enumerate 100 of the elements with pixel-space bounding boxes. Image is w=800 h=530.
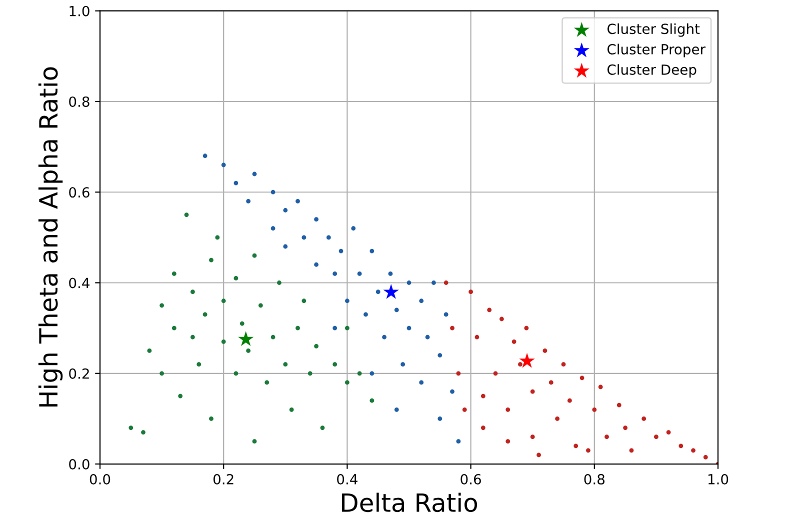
- point: [221, 298, 226, 304]
- point: [314, 344, 318, 348]
- point: [432, 280, 436, 285]
- point: [308, 371, 312, 376]
- point: [567, 398, 572, 403]
- point: [438, 416, 442, 421]
- point: [468, 290, 473, 294]
- point: [320, 426, 325, 430]
- point: [642, 416, 646, 421]
- point: [209, 258, 214, 262]
- point: [172, 326, 176, 330]
- point: [474, 334, 480, 340]
- point: [370, 371, 374, 376]
- point: [506, 439, 510, 444]
- point: [345, 380, 350, 385]
- point: [592, 407, 597, 412]
- x-axis-title: Delta Ratio: [342, 492, 478, 512]
- x-tick-label: 0.0: [90, 474, 110, 484]
- point: [270, 226, 276, 231]
- point: [246, 348, 251, 353]
- point: [234, 276, 238, 280]
- point: [196, 362, 202, 367]
- point: [506, 407, 510, 412]
- point: [629, 448, 634, 453]
- y-tick-label: 0.0: [69, 458, 90, 470]
- point: [512, 339, 516, 344]
- point: [654, 434, 658, 440]
- point: [394, 407, 399, 412]
- point: [270, 334, 276, 340]
- point: [530, 389, 535, 394]
- point: [264, 380, 270, 385]
- y-tick-label: 0.8: [69, 96, 90, 107]
- point: [296, 326, 300, 330]
- point: [574, 444, 578, 448]
- point: [234, 371, 238, 376]
- point: [400, 362, 406, 367]
- point: [345, 298, 350, 304]
- point: [252, 439, 257, 444]
- point: [314, 217, 318, 222]
- point: [703, 455, 708, 460]
- x-tick-label: 1.0: [708, 474, 728, 484]
- point: [462, 407, 467, 412]
- point: [406, 326, 412, 330]
- point: [252, 172, 257, 176]
- point: [623, 426, 628, 430]
- point: [202, 312, 208, 317]
- x-tick-label: 0.2: [213, 474, 234, 484]
- point: [518, 362, 522, 367]
- point: [302, 235, 306, 240]
- point: [444, 312, 448, 317]
- point: [190, 334, 195, 340]
- point: [555, 416, 560, 421]
- point: [160, 303, 164, 308]
- point: [357, 371, 362, 376]
- point: [425, 334, 430, 340]
- point: [147, 348, 152, 353]
- point: [296, 198, 300, 204]
- point: [234, 180, 238, 186]
- point: [493, 371, 498, 376]
- point: [376, 290, 380, 294]
- point: [238, 331, 254, 346]
- point: [580, 376, 584, 380]
- point: [444, 280, 448, 285]
- point: [221, 162, 226, 168]
- point: [530, 434, 535, 440]
- legend-label: Cluster Slight: [607, 23, 700, 37]
- x-tick-label: 0.6: [460, 474, 481, 484]
- point: [252, 253, 257, 258]
- point: [202, 154, 208, 158]
- point: [364, 312, 368, 317]
- x-tick-label: 0.8: [584, 474, 604, 484]
- point: [383, 284, 399, 299]
- point: [370, 248, 374, 254]
- point: [419, 298, 424, 304]
- point: [332, 326, 338, 330]
- point: [500, 316, 504, 322]
- point: [215, 235, 220, 240]
- point: [586, 448, 590, 453]
- point: [370, 398, 374, 403]
- point: [160, 371, 164, 376]
- y-tick-label: 0.2: [69, 368, 89, 379]
- y-tick-label: 0.6: [69, 187, 90, 198]
- point: [678, 444, 684, 448]
- point: [326, 235, 331, 240]
- point: [536, 452, 541, 458]
- point: [209, 416, 214, 421]
- point: [394, 308, 399, 312]
- point: [548, 380, 554, 385]
- point: [283, 244, 288, 249]
- point: [221, 339, 226, 344]
- point: [450, 326, 454, 330]
- x-tick-label: 0.4: [337, 474, 358, 484]
- point: [128, 426, 134, 430]
- point: [302, 298, 306, 304]
- point: [519, 352, 535, 368]
- point: [604, 434, 609, 440]
- point: [289, 407, 294, 412]
- point: [314, 262, 318, 267]
- point: [456, 439, 461, 444]
- point: [524, 326, 529, 330]
